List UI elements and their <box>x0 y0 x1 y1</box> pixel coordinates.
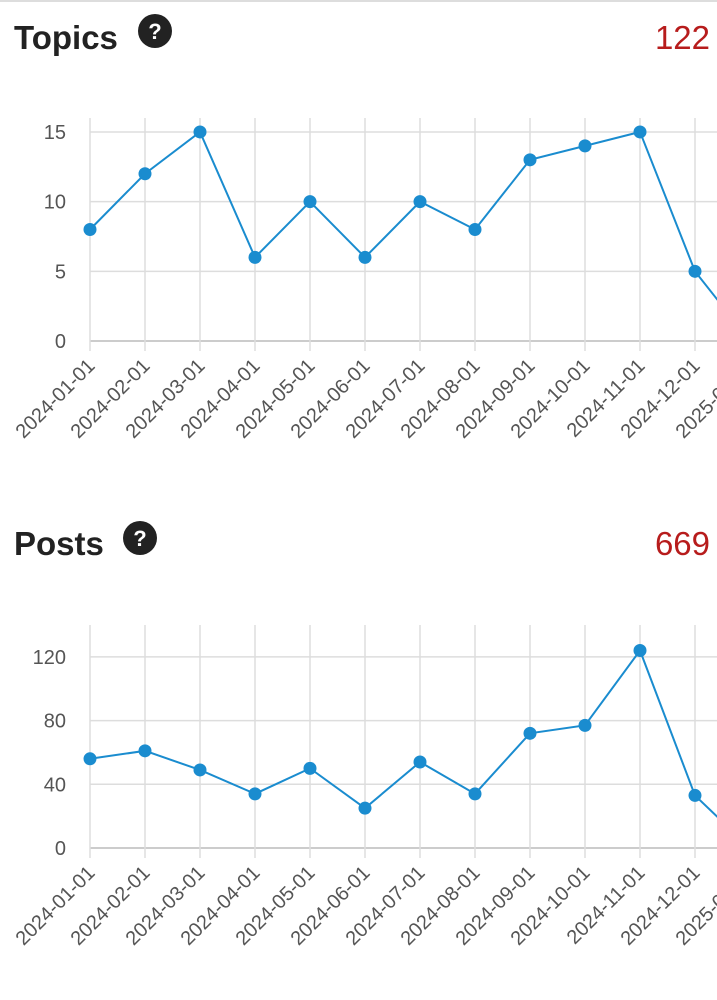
y-tick-label: 40 <box>44 774 66 796</box>
data-point <box>578 139 592 153</box>
y-tick-label: 10 <box>44 192 66 214</box>
y-tick-label: 120 <box>33 647 66 669</box>
y-tick-label: 80 <box>44 711 66 733</box>
data-point <box>468 223 482 236</box>
chart-title: Posts <box>14 525 104 562</box>
chart-total: 669 <box>655 525 710 562</box>
data-point <box>523 726 537 740</box>
data-point <box>138 167 152 181</box>
data-point <box>303 761 317 775</box>
y-tick-label: 0 <box>55 838 66 860</box>
chart-total: 122 <box>655 19 710 56</box>
data-point <box>83 752 97 766</box>
data-point <box>248 250 262 264</box>
data-point <box>193 125 207 139</box>
data-point <box>688 264 702 278</box>
chart: Topics 1220510152024-01-012024-02-012024-… <box>12 19 717 443</box>
svg-text:?: ? <box>148 19 161 44</box>
data-point <box>688 788 702 802</box>
data-point <box>633 125 647 139</box>
chart: Posts 669040801202024-01-012024-02-012024… <box>12 525 717 950</box>
data-point <box>358 801 372 815</box>
y-tick-label: 5 <box>55 261 66 283</box>
svg-text:?: ? <box>133 526 146 551</box>
y-tick-label: 15 <box>44 122 66 144</box>
series-line <box>89 648 717 818</box>
data-point <box>633 643 647 657</box>
help-icon[interactable]: ? <box>123 521 157 555</box>
y-tick-label: 0 <box>55 331 66 353</box>
data-point <box>248 787 262 801</box>
data-point <box>358 250 372 264</box>
data-point <box>413 195 427 209</box>
data-point <box>578 718 592 732</box>
data-point <box>303 195 317 209</box>
data-point <box>193 763 207 777</box>
data-point <box>413 755 427 769</box>
data-point <box>468 787 482 801</box>
data-point <box>83 223 97 236</box>
data-point <box>138 744 152 758</box>
help-icon[interactable]: ? <box>138 14 172 48</box>
series-line <box>89 130 717 301</box>
chart-title: Topics <box>14 19 118 56</box>
data-point <box>523 153 537 167</box>
